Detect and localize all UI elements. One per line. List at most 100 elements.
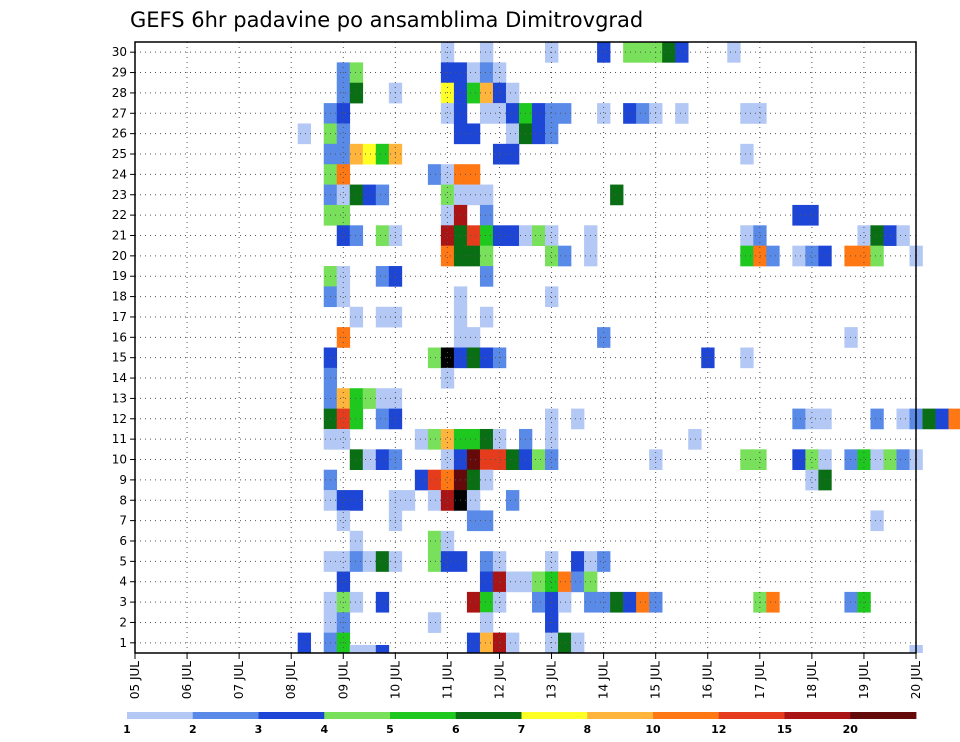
heatmap-cell bbox=[349, 82, 364, 104]
heatmap-cell bbox=[440, 184, 455, 206]
legend-swatch bbox=[653, 712, 720, 719]
heatmap-cell bbox=[375, 225, 390, 246]
heatmap-cell bbox=[349, 184, 364, 206]
heatmap-cell bbox=[662, 42, 676, 63]
heatmap-cell bbox=[336, 82, 351, 104]
legend-swatch bbox=[587, 712, 654, 719]
heatmap-cell bbox=[492, 82, 507, 104]
heatmap-cell bbox=[349, 645, 364, 653]
heatmap-cell bbox=[479, 551, 494, 572]
heatmap-cell bbox=[805, 449, 819, 470]
heatmap-cell bbox=[297, 632, 312, 654]
heatmap-cell bbox=[336, 266, 351, 287]
heatmap-cell bbox=[440, 449, 455, 470]
heatmap-cell bbox=[870, 408, 884, 430]
legend-swatch bbox=[127, 712, 194, 719]
heatmap-cell bbox=[558, 103, 572, 124]
heatmap-cell bbox=[844, 327, 858, 348]
grid-lines bbox=[135, 42, 916, 653]
heatmap-cell bbox=[336, 225, 351, 246]
heatmap-cell bbox=[532, 591, 546, 613]
y-tick-label: 13 bbox=[112, 391, 127, 405]
heatmap-cell bbox=[440, 428, 455, 450]
heatmap-cell bbox=[336, 103, 351, 124]
y-tick-label: 25 bbox=[112, 147, 127, 161]
heatmap-cell bbox=[558, 591, 572, 613]
heatmap-cell bbox=[740, 225, 754, 246]
heatmap-cell bbox=[336, 204, 351, 226]
legend-swatch bbox=[455, 712, 522, 719]
heatmap-cell bbox=[375, 645, 390, 653]
heatmap-cell bbox=[336, 490, 351, 511]
heatmap-cell bbox=[375, 143, 390, 165]
legend-label: 10 bbox=[645, 723, 661, 736]
heatmap-cell bbox=[401, 490, 416, 511]
heatmap-cell bbox=[297, 123, 312, 145]
x-tick-label: 05 JUL bbox=[128, 661, 142, 699]
heatmap-cell bbox=[532, 449, 546, 470]
x-tick-label: 12 JUL bbox=[493, 661, 507, 699]
y-tick-label: 11 bbox=[112, 432, 127, 446]
heatmap-cell bbox=[805, 204, 819, 226]
heatmap-cell bbox=[349, 591, 364, 613]
heatmap-cell bbox=[675, 103, 689, 124]
y-tick-label: 23 bbox=[112, 188, 127, 202]
heatmap-cell bbox=[636, 42, 650, 63]
heatmap-cell bbox=[532, 571, 546, 593]
y-tick-label: 28 bbox=[112, 86, 127, 100]
heatmap-cell bbox=[362, 143, 377, 165]
heatmap-cell bbox=[571, 551, 585, 572]
legend-swatch bbox=[521, 712, 588, 719]
y-tick-label: 26 bbox=[112, 127, 127, 141]
legend-label: 3 bbox=[255, 723, 263, 736]
heatmap-cell bbox=[336, 408, 351, 430]
heatmap-cell bbox=[805, 469, 819, 491]
heatmap-cell bbox=[349, 551, 364, 572]
heatmap-cell bbox=[479, 510, 494, 532]
heatmap-cell bbox=[545, 225, 559, 246]
heatmap-cell bbox=[870, 449, 884, 470]
heatmap-cell bbox=[492, 103, 507, 124]
heatmap-cell bbox=[505, 123, 520, 145]
heatmap-cell bbox=[623, 103, 637, 124]
heatmap-cell bbox=[414, 428, 429, 450]
y-tick-label: 8 bbox=[119, 493, 127, 507]
heatmap-cell bbox=[466, 245, 481, 267]
heatmap-cell bbox=[740, 245, 754, 267]
heatmap-cell bbox=[479, 103, 494, 124]
y-tick-label: 3 bbox=[119, 595, 127, 609]
y-tick-label: 22 bbox=[112, 208, 127, 222]
heatmap-cell bbox=[336, 571, 351, 593]
y-tick-label: 27 bbox=[112, 106, 127, 120]
y-tick-label: 15 bbox=[112, 351, 127, 365]
heatmap-cell bbox=[336, 123, 351, 145]
heatmap-cell bbox=[532, 123, 546, 145]
heatmap-cell bbox=[414, 469, 429, 491]
heatmap-cell bbox=[479, 591, 494, 613]
heatmap-cell bbox=[440, 82, 455, 104]
heatmap-cell bbox=[349, 62, 364, 84]
heatmap-cell bbox=[427, 551, 442, 572]
heatmap-cell bbox=[336, 164, 351, 185]
heatmap-cell bbox=[349, 306, 364, 328]
y-tick-label: 20 bbox=[112, 249, 127, 263]
heatmap-cell bbox=[870, 225, 884, 246]
x-tick-label: 08 JUL bbox=[284, 661, 298, 699]
heatmap-cell bbox=[466, 123, 481, 145]
heatmap-cell bbox=[636, 103, 650, 124]
heatmap-cell bbox=[740, 143, 754, 165]
heatmap-cell bbox=[336, 286, 351, 308]
y-tick-label: 14 bbox=[112, 371, 127, 385]
y-tick-label: 9 bbox=[119, 473, 127, 487]
heatmap-cell bbox=[922, 408, 936, 430]
y-tick-label: 29 bbox=[112, 66, 127, 80]
heatmap-cell bbox=[362, 645, 377, 653]
heatmap-cell bbox=[479, 42, 494, 63]
heatmap-cell bbox=[362, 388, 377, 409]
heatmap-cell bbox=[545, 245, 559, 267]
heatmap-cell bbox=[427, 469, 442, 491]
heatmap-cell bbox=[427, 164, 442, 185]
x-tick-label: 09 JUL bbox=[336, 661, 350, 699]
legend-swatch bbox=[192, 712, 259, 719]
